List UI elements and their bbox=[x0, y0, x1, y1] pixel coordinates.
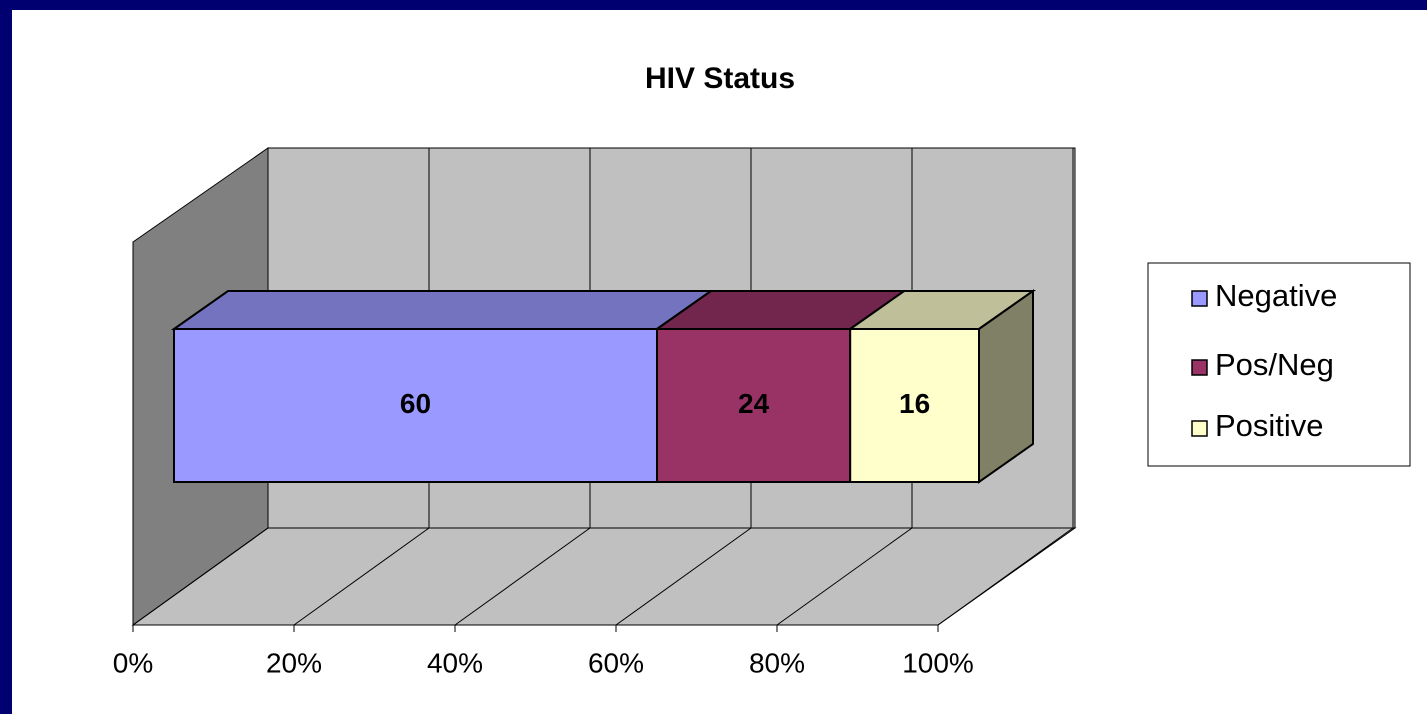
floor-grid-line bbox=[293, 527, 430, 626]
data-label: 24 bbox=[738, 388, 770, 419]
legend-label: Pos/Neg bbox=[1215, 347, 1334, 382]
x-tick-label: 20% bbox=[266, 647, 322, 678]
bar bbox=[849, 328, 981, 483]
floor bbox=[131, 527, 1077, 626]
x-tick-label: 80% bbox=[749, 647, 805, 678]
legend-swatch bbox=[1191, 290, 1208, 307]
data-label: 16 bbox=[899, 388, 930, 419]
floor-grid-line bbox=[776, 527, 913, 626]
data-label: 60 bbox=[400, 388, 431, 419]
floor-grid-line bbox=[937, 527, 1074, 626]
legend-swatch bbox=[1191, 359, 1208, 376]
legend-swatch bbox=[1191, 420, 1208, 437]
x-tick-label: 0% bbox=[113, 647, 153, 678]
legend-label: Negative bbox=[1215, 278, 1337, 313]
chart-title: HIV Status bbox=[645, 62, 795, 95]
bar-top bbox=[170, 290, 715, 330]
x-tick-label: 60% bbox=[588, 647, 644, 678]
bar bbox=[656, 328, 852, 483]
bar bbox=[173, 328, 658, 483]
legend-label: Positive bbox=[1215, 408, 1324, 443]
x-tick-label: 100% bbox=[902, 647, 974, 678]
floor-grid-line bbox=[132, 527, 269, 626]
x-tick-label: 40% bbox=[427, 647, 483, 678]
floor-grid-line bbox=[454, 527, 591, 626]
floor-grid-line bbox=[615, 527, 752, 626]
bar-side bbox=[978, 289, 1034, 484]
